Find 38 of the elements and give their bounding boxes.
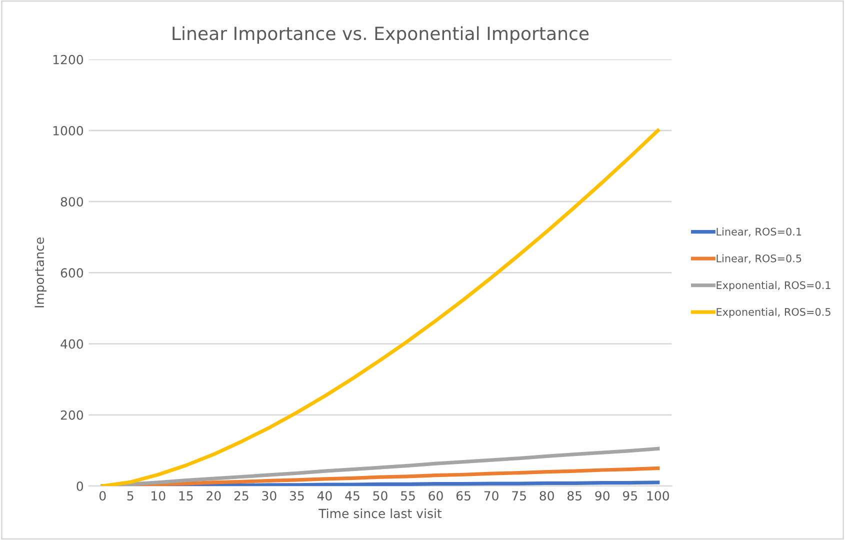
x-tick-label: 35 — [290, 491, 304, 501]
x-tick-label: 0 — [99, 491, 106, 501]
x-tick-label: 55 — [401, 491, 415, 501]
x-tick-label: 75 — [512, 491, 526, 501]
x-tick-label: 100 — [647, 491, 669, 501]
x-tick-label: 45 — [345, 491, 360, 501]
x-tick-label: 95 — [622, 491, 637, 501]
x-tick-label: 85 — [567, 491, 582, 501]
x-axis-title: Time since last visit — [318, 508, 442, 518]
legend-label: Linear, ROS=0.1 — [716, 228, 802, 237]
chart-title: Linear Importance vs. Exponential Importance — [172, 26, 589, 44]
x-tick-label: 15 — [179, 491, 193, 501]
x-tick-label: 70 — [484, 491, 498, 501]
x-tick-label: 65 — [456, 491, 470, 501]
y-tick-label: 800 — [60, 197, 84, 207]
x-tick-label: 10 — [152, 491, 166, 501]
x-tick-label: 90 — [595, 491, 610, 501]
line-series — [100, 466, 660, 486]
legend-label: Exponential, ROS=0.1 — [716, 281, 830, 292]
line-series — [100, 446, 660, 486]
x-tick-label: 40 — [317, 491, 332, 501]
x-tick-label: 25 — [234, 491, 248, 501]
x-tick-label: 60 — [428, 491, 443, 501]
y-tick-label: 1000 — [53, 126, 84, 136]
legend-label: Exponential, ROS=0.5 — [716, 308, 830, 318]
y-tick-label: 600 — [60, 268, 84, 278]
x-tick-label: 50 — [373, 491, 388, 501]
y-tick-label: 400 — [60, 339, 84, 349]
x-tick-label: 20 — [206, 491, 221, 501]
x-tick-label: 5 — [127, 491, 134, 501]
x-tick-label: 30 — [262, 491, 276, 501]
x-tick-label: 80 — [540, 491, 554, 501]
y-tick-label: 0 — [76, 481, 84, 491]
y-tick-label: 1200 — [53, 54, 84, 64]
y-axis-title: Importance — [34, 238, 46, 308]
legend-label: Linear, ROS=0.5 — [716, 254, 802, 264]
line-series — [100, 128, 660, 486]
y-tick-label: 200 — [60, 410, 84, 420]
